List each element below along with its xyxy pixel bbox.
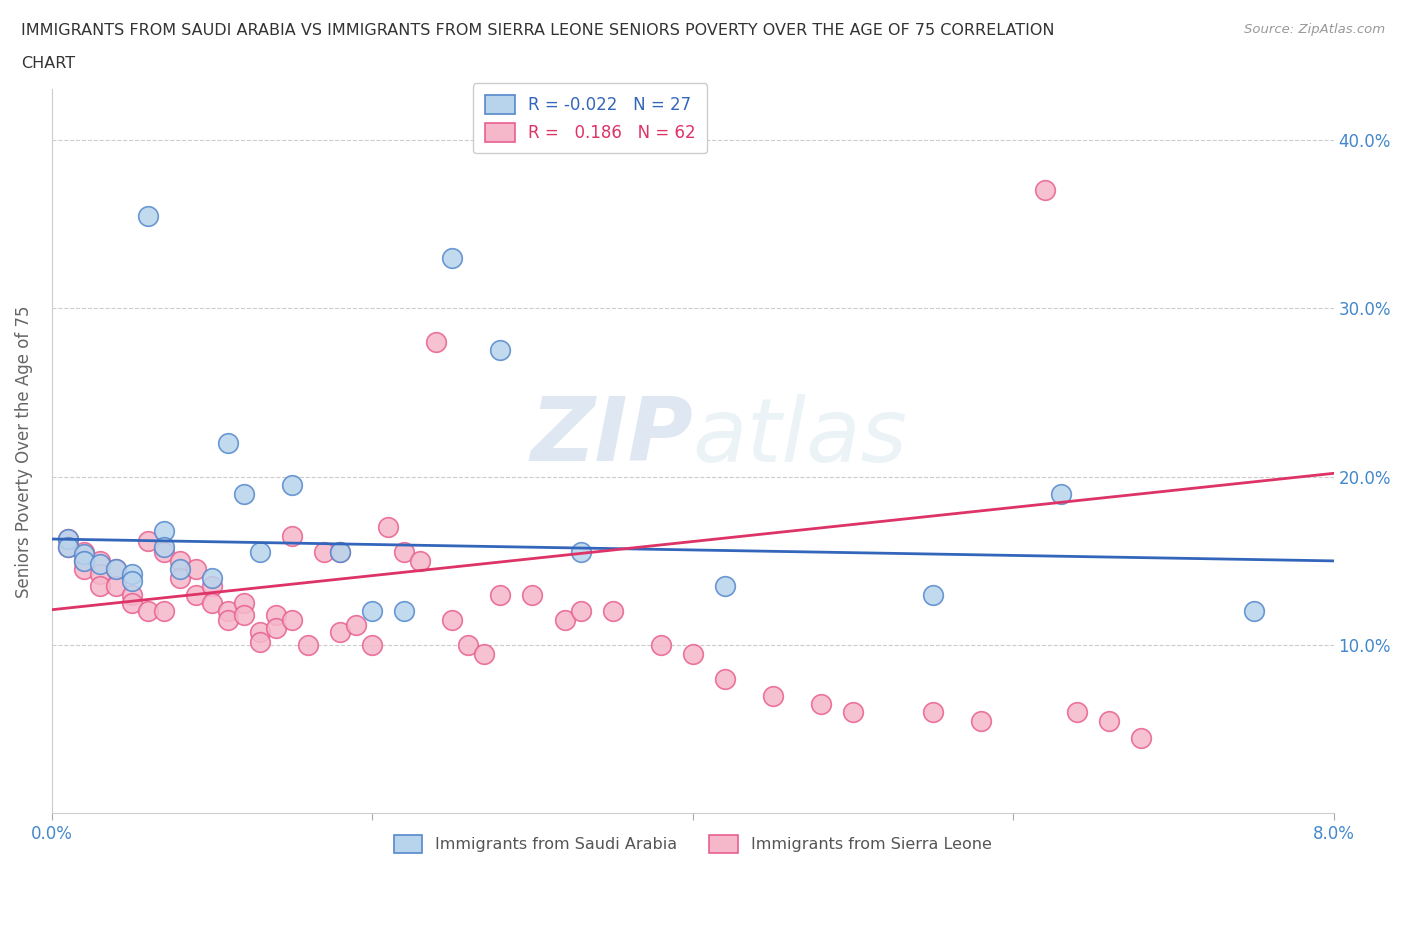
Point bbox=[73, 562, 96, 577]
Point bbox=[153, 540, 176, 555]
Point bbox=[394, 545, 416, 560]
Text: atlas: atlas bbox=[693, 394, 907, 480]
Point bbox=[136, 533, 159, 548]
Point bbox=[650, 638, 672, 653]
Point bbox=[56, 540, 79, 555]
Point bbox=[314, 545, 336, 560]
Point bbox=[329, 624, 352, 639]
Point bbox=[153, 604, 176, 618]
Point bbox=[281, 612, 304, 627]
Point bbox=[1098, 713, 1121, 728]
Text: Source: ZipAtlas.com: Source: ZipAtlas.com bbox=[1244, 23, 1385, 36]
Point bbox=[489, 587, 512, 602]
Point bbox=[233, 595, 256, 610]
Point bbox=[169, 562, 191, 577]
Point bbox=[89, 578, 111, 593]
Point bbox=[121, 567, 143, 582]
Point bbox=[104, 562, 127, 577]
Point bbox=[217, 435, 239, 450]
Point bbox=[136, 604, 159, 618]
Point bbox=[569, 545, 592, 560]
Point bbox=[249, 624, 271, 639]
Point bbox=[361, 638, 384, 653]
Point bbox=[842, 705, 865, 720]
Point bbox=[73, 547, 96, 562]
Point bbox=[425, 335, 447, 350]
Point bbox=[344, 618, 367, 632]
Point bbox=[361, 604, 384, 618]
Point bbox=[169, 553, 191, 568]
Point bbox=[474, 646, 496, 661]
Point bbox=[377, 520, 399, 535]
Point bbox=[329, 545, 352, 560]
Point bbox=[104, 578, 127, 593]
Point bbox=[441, 612, 464, 627]
Point bbox=[233, 607, 256, 622]
Point bbox=[249, 634, 271, 649]
Point bbox=[121, 587, 143, 602]
Point bbox=[1050, 486, 1073, 501]
Point bbox=[184, 562, 207, 577]
Point bbox=[249, 545, 271, 560]
Point bbox=[1033, 183, 1056, 198]
Text: IMMIGRANTS FROM SAUDI ARABIA VS IMMIGRANTS FROM SIERRA LEONE SENIORS POVERTY OVE: IMMIGRANTS FROM SAUDI ARABIA VS IMMIGRAN… bbox=[21, 23, 1054, 38]
Text: ZIP: ZIP bbox=[530, 393, 693, 481]
Point bbox=[522, 587, 544, 602]
Point bbox=[56, 532, 79, 547]
Point bbox=[441, 250, 464, 265]
Point bbox=[89, 557, 111, 572]
Point bbox=[73, 553, 96, 568]
Point bbox=[1243, 604, 1265, 618]
Point bbox=[201, 578, 224, 593]
Point bbox=[329, 545, 352, 560]
Point bbox=[56, 532, 79, 547]
Point bbox=[89, 567, 111, 582]
Point bbox=[1066, 705, 1088, 720]
Legend: Immigrants from Saudi Arabia, Immigrants from Sierra Leone: Immigrants from Saudi Arabia, Immigrants… bbox=[387, 829, 998, 860]
Point bbox=[56, 540, 79, 555]
Point bbox=[713, 578, 735, 593]
Point bbox=[922, 705, 945, 720]
Point bbox=[553, 612, 575, 627]
Y-axis label: Seniors Poverty Over the Age of 75: Seniors Poverty Over the Age of 75 bbox=[15, 305, 32, 598]
Point bbox=[169, 570, 191, 585]
Point bbox=[489, 343, 512, 358]
Point bbox=[89, 553, 111, 568]
Point bbox=[217, 612, 239, 627]
Point bbox=[762, 688, 785, 703]
Point bbox=[233, 486, 256, 501]
Point bbox=[264, 621, 287, 636]
Point bbox=[153, 545, 176, 560]
Point bbox=[121, 574, 143, 589]
Point bbox=[184, 587, 207, 602]
Point bbox=[457, 638, 479, 653]
Point bbox=[602, 604, 624, 618]
Text: CHART: CHART bbox=[21, 56, 75, 71]
Point bbox=[264, 607, 287, 622]
Point bbox=[73, 545, 96, 560]
Point bbox=[810, 697, 832, 711]
Point bbox=[682, 646, 704, 661]
Point bbox=[281, 528, 304, 543]
Point bbox=[297, 638, 319, 653]
Point bbox=[281, 478, 304, 493]
Point bbox=[970, 713, 993, 728]
Point bbox=[922, 587, 945, 602]
Point bbox=[201, 570, 224, 585]
Point bbox=[136, 208, 159, 223]
Point bbox=[569, 604, 592, 618]
Point bbox=[121, 595, 143, 610]
Point bbox=[713, 671, 735, 686]
Point bbox=[201, 595, 224, 610]
Point bbox=[153, 524, 176, 538]
Point bbox=[1130, 730, 1153, 745]
Point bbox=[409, 553, 432, 568]
Point bbox=[104, 562, 127, 577]
Point bbox=[73, 553, 96, 568]
Point bbox=[394, 604, 416, 618]
Point bbox=[217, 604, 239, 618]
